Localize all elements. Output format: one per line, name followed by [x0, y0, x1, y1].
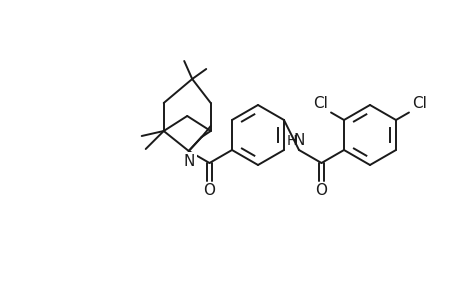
Text: N: N — [183, 154, 194, 169]
Text: Cl: Cl — [411, 95, 426, 110]
Text: O: O — [203, 183, 215, 198]
Text: Cl: Cl — [313, 95, 327, 110]
Text: H: H — [286, 134, 297, 148]
Text: O: O — [315, 183, 327, 198]
Text: N: N — [293, 133, 304, 148]
